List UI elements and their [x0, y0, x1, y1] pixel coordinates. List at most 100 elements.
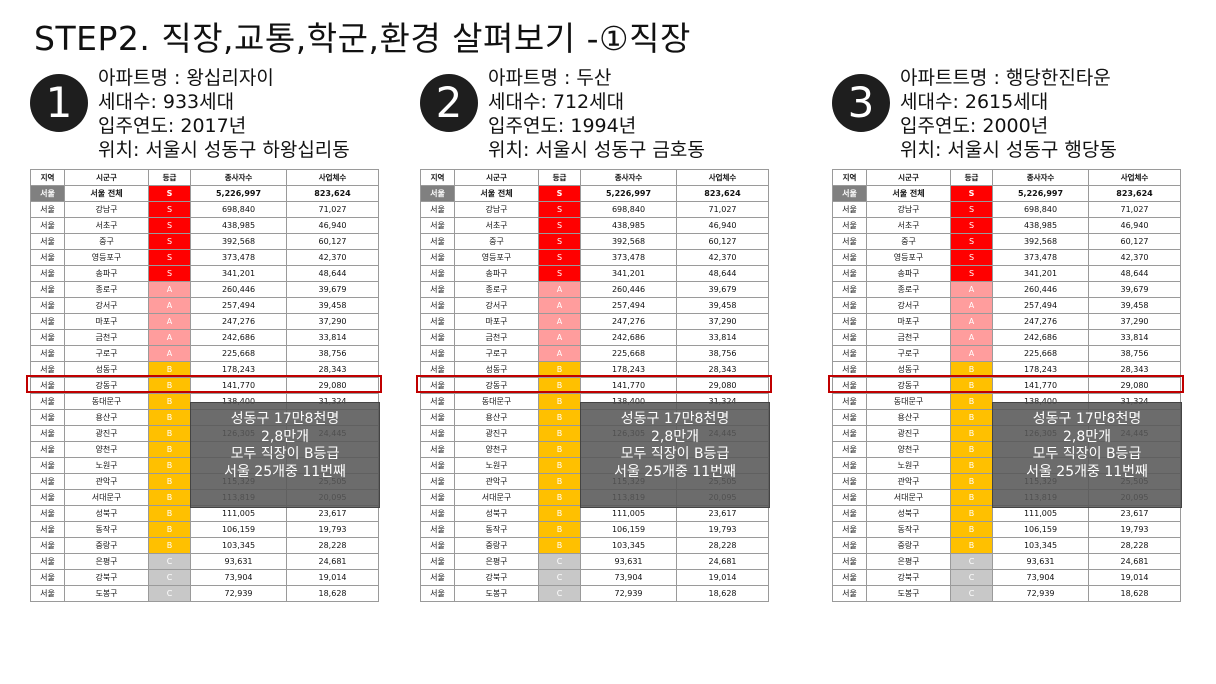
- cell-businesses: 823,624: [286, 185, 379, 202]
- cell-workers: 392,568: [580, 233, 677, 250]
- column-header: 사업체수: [1088, 169, 1181, 186]
- table-row: 서울 성동구 B 178,243 28,343: [420, 361, 769, 378]
- cell-region: 서울: [420, 489, 455, 506]
- table-row: 서울 성동구 B 178,243 28,343: [832, 361, 1181, 378]
- apartment-info: 아파트명 : 왕십리자이 세대수: 933세대 입주연도: 2017년 위치: …: [98, 66, 350, 162]
- cell-grade: B: [538, 441, 581, 458]
- apartment-households: 세대수: 933세대: [98, 91, 235, 113]
- cell-grade: B: [538, 409, 581, 426]
- cell-region: 서울: [420, 249, 455, 266]
- cell-grade: A: [148, 313, 191, 330]
- cell-region: 서울: [832, 345, 867, 362]
- cell-district: 강남구: [64, 201, 149, 218]
- table-row: 서울 마포구 A 247,276 37,290: [420, 313, 769, 330]
- cell-region: 서울: [30, 569, 65, 586]
- cell-grade: B: [538, 377, 581, 394]
- cell-workers: 103,345: [580, 537, 677, 554]
- table-row: 서울 강남구 S 698,840 71,027: [832, 201, 1181, 218]
- table-row: 서울 서울 전체 S 5,226,997 823,624: [30, 185, 379, 202]
- cell-region: 서울: [30, 585, 65, 602]
- cell-region: 서울: [420, 233, 455, 250]
- cell-grade: S: [538, 201, 581, 218]
- cell-region: 서울: [420, 409, 455, 426]
- highlight-row-box: [416, 375, 772, 393]
- cell-businesses: 37,290: [676, 313, 769, 330]
- column-header: 종사자수: [190, 169, 287, 186]
- cell-workers: 260,446: [580, 281, 677, 298]
- cell-workers: 260,446: [190, 281, 287, 298]
- cell-grade: A: [950, 313, 993, 330]
- table-row: 서울 송파구 S 341,201 48,644: [832, 265, 1181, 282]
- cell-businesses: 60,127: [1088, 233, 1181, 250]
- cell-region: 서울: [832, 313, 867, 330]
- cell-grade: S: [148, 265, 191, 282]
- cell-businesses: 46,940: [676, 217, 769, 234]
- cell-grade: C: [148, 585, 191, 602]
- cell-businesses: 37,290: [286, 313, 379, 330]
- cell-workers: 698,840: [190, 201, 287, 218]
- cell-district: 중랑구: [866, 537, 951, 554]
- table-header-row: 지역 시군구 등급 종사자수 사업체수: [832, 169, 1181, 186]
- cell-workers: 260,446: [992, 281, 1089, 298]
- cell-grade: B: [148, 425, 191, 442]
- cell-businesses: 39,458: [676, 297, 769, 314]
- cell-businesses: 38,756: [676, 345, 769, 362]
- cell-grade: S: [538, 217, 581, 234]
- cell-grade: B: [950, 505, 993, 522]
- cell-region: 서울: [420, 313, 455, 330]
- cell-district: 관악구: [454, 473, 539, 490]
- table-row: 서울 성북구 B 111,005 23,617: [420, 505, 769, 522]
- cell-region: 서울: [420, 185, 455, 202]
- table-row: 서울 중랑구 B 103,345 28,228: [420, 537, 769, 554]
- cell-workers: 72,939: [580, 585, 677, 602]
- apartment-households: 세대수: 712세대: [488, 91, 625, 113]
- cell-businesses: 48,644: [676, 265, 769, 282]
- cell-region: 서울: [832, 281, 867, 298]
- cell-district: 강북구: [454, 569, 539, 586]
- cell-district: 금천구: [454, 329, 539, 346]
- cell-grade: S: [148, 201, 191, 218]
- cell-district: 서초구: [64, 217, 149, 234]
- cell-grade: B: [148, 409, 191, 426]
- cell-workers: 72,939: [992, 585, 1089, 602]
- table-row: 서울 서울 전체 S 5,226,997 823,624: [420, 185, 769, 202]
- cell-district: 강북구: [866, 569, 951, 586]
- cell-workers: 698,840: [992, 201, 1089, 218]
- cell-businesses: 46,940: [1088, 217, 1181, 234]
- cell-district: 서초구: [454, 217, 539, 234]
- cell-grade: B: [148, 441, 191, 458]
- table-row: 서울 영등포구 S 373,478 42,370: [420, 249, 769, 266]
- cell-grade: C: [538, 553, 581, 570]
- cell-grade: B: [538, 393, 581, 410]
- cell-region: 서울: [832, 537, 867, 554]
- cell-workers: 103,345: [992, 537, 1089, 554]
- cell-businesses: 823,624: [676, 185, 769, 202]
- cell-district: 용산구: [866, 409, 951, 426]
- cell-businesses: 71,027: [676, 201, 769, 218]
- cell-businesses: 39,679: [676, 281, 769, 298]
- cell-grade: B: [148, 457, 191, 474]
- cell-workers: 392,568: [190, 233, 287, 250]
- cell-region: 서울: [420, 441, 455, 458]
- table-row: 서울 강북구 C 73,904 19,014: [30, 569, 379, 586]
- cell-businesses: 19,793: [286, 521, 379, 538]
- table-row: 서울 서초구 S 438,985 46,940: [420, 217, 769, 234]
- cell-district: 양천구: [454, 441, 539, 458]
- cell-region: 서울: [420, 585, 455, 602]
- cell-grade: B: [950, 537, 993, 554]
- cell-district: 구로구: [866, 345, 951, 362]
- cell-region: 서울: [30, 313, 65, 330]
- cell-district: 중구: [454, 233, 539, 250]
- table-row: 서울 동작구 B 106,159 19,793: [30, 521, 379, 538]
- summary-callout: 성동구 17만8천명 2,8만개 모두 직장이 B등급 서울 25개중 11번째: [190, 402, 380, 508]
- cell-grade: B: [148, 537, 191, 554]
- cell-grade: B: [538, 425, 581, 442]
- cell-district: 노원구: [866, 457, 951, 474]
- cell-district: 구로구: [454, 345, 539, 362]
- cell-district: 양천구: [866, 441, 951, 458]
- cell-businesses: 71,027: [286, 201, 379, 218]
- cell-grade: B: [148, 361, 191, 378]
- cell-businesses: 60,127: [286, 233, 379, 250]
- cell-grade: S: [538, 185, 581, 202]
- apartment-location: 위치: 서울시 성동구 금호동: [488, 139, 705, 161]
